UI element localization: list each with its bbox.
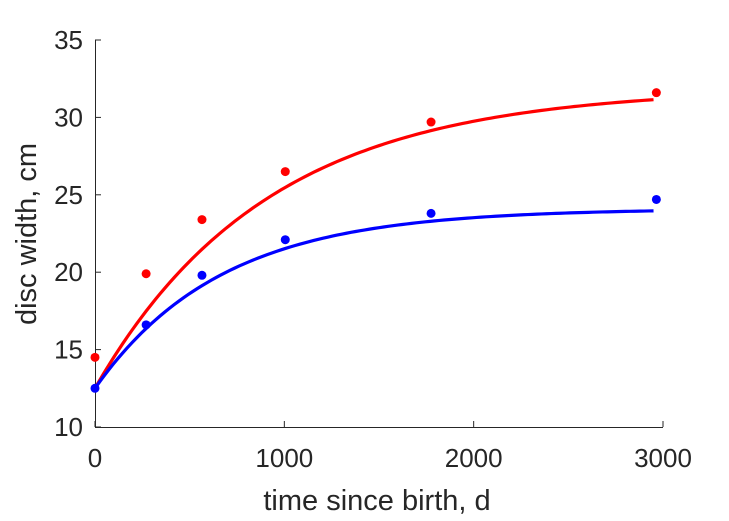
y-tick-label: 35 (54, 25, 83, 55)
data-point-series-1 (426, 117, 436, 127)
y-tick-label: 25 (54, 180, 83, 210)
axes (95, 40, 663, 428)
y-axis-title: disc width, cm (11, 143, 43, 325)
data-point-series-2 (280, 235, 290, 245)
data-point-series-1 (197, 215, 207, 225)
data-point-series-2 (651, 194, 661, 204)
x-tick-label: 3000 (634, 443, 692, 473)
y-tick-label: 30 (54, 102, 83, 132)
data-point-series-1 (651, 88, 661, 98)
y-tick-label: 20 (54, 257, 83, 287)
data-points (90, 88, 661, 393)
data-point-series-2 (197, 270, 207, 280)
fit-curve-series-2 (93, 209, 654, 390)
y-tick-label: 15 (54, 335, 83, 365)
fit-curves (93, 98, 654, 390)
x-axis-title: time since birth, d (263, 485, 490, 517)
data-point-series-2 (141, 320, 151, 330)
y-ticks: 10 15 20 25 30 35 (54, 25, 101, 442)
y-tick-label: 10 (54, 412, 83, 442)
data-point-series-1 (280, 167, 290, 177)
x-ticks: 0 1000 2000 3000 (88, 421, 692, 473)
data-point-series-2 (426, 208, 436, 218)
fit-curve-series-1 (93, 98, 654, 390)
data-point-series-2 (90, 383, 100, 393)
data-point-series-1 (90, 352, 100, 362)
x-tick-label: 2000 (445, 443, 503, 473)
x-tick-label: 1000 (255, 443, 313, 473)
data-point-series-1 (141, 269, 151, 279)
x-tick-label: 0 (88, 443, 102, 473)
